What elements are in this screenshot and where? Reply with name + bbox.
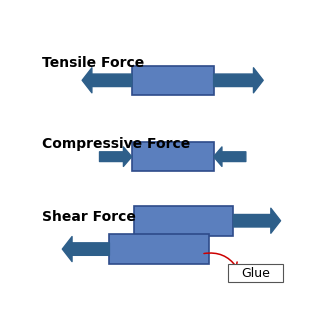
Text: Tensile Force: Tensile Force — [43, 56, 145, 70]
Text: Compressive Force: Compressive Force — [43, 137, 191, 151]
Text: Glue: Glue — [241, 267, 270, 280]
FancyBboxPatch shape — [109, 234, 209, 264]
FancyBboxPatch shape — [132, 66, 214, 95]
FancyBboxPatch shape — [134, 206, 234, 236]
Text: Shear Force: Shear Force — [43, 210, 136, 224]
FancyBboxPatch shape — [228, 264, 283, 282]
FancyBboxPatch shape — [132, 142, 214, 172]
